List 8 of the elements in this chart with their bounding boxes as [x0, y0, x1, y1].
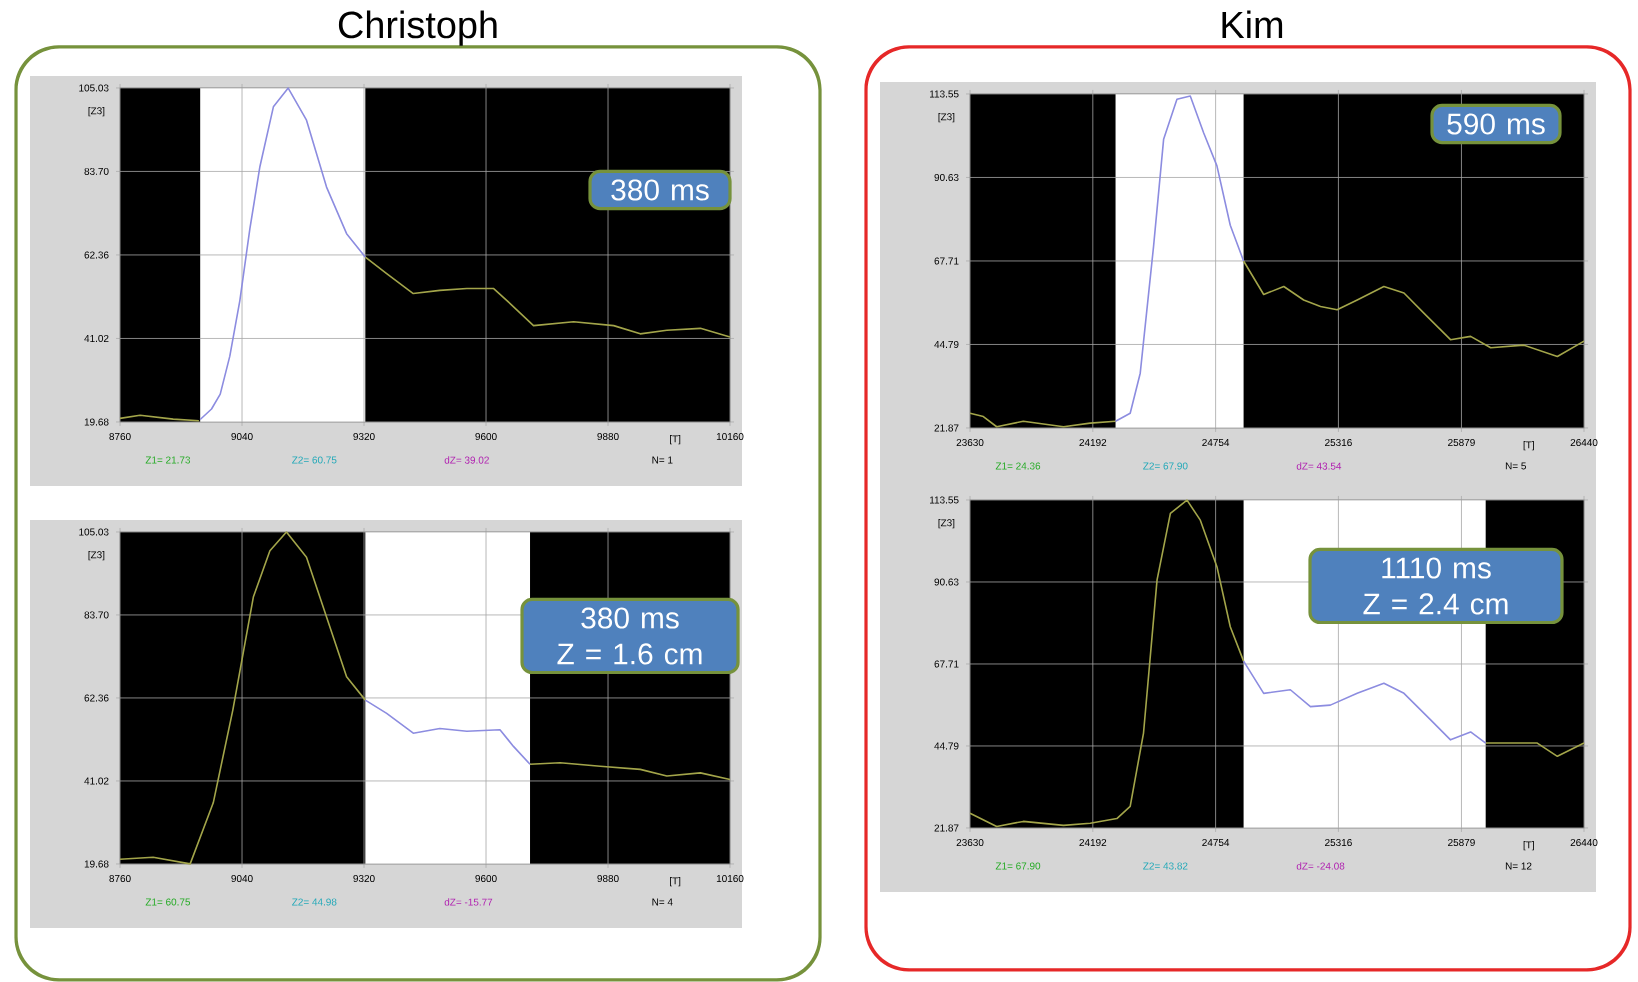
chart-title: Christoph — [338, 10, 497, 46]
annotation: 1110 ms — [1382, 557, 1491, 579]
annotation: 380 ms — [611, 179, 709, 201]
annotation: 380 ms — [581, 607, 679, 629]
annotation: 590 ms — [1447, 113, 1545, 135]
chart-title: Kim — [1222, 10, 1283, 38]
annotation: Z = 1.6 cm — [557, 643, 702, 665]
annotation: Z = 2.4 cm — [1363, 593, 1508, 615]
